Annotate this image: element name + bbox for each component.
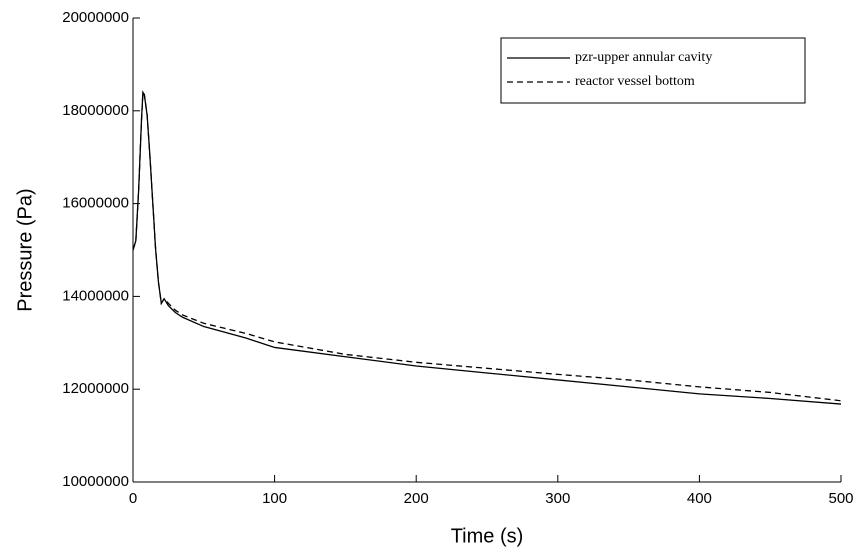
x-tick-label: 400 — [687, 490, 712, 507]
x-tick-label: 300 — [545, 490, 570, 507]
series-line — [132, 90, 842, 405]
legend-label: reactor vessel bottom — [575, 74, 695, 89]
x-tick-label: 500 — [828, 490, 853, 507]
y-tick-label: 16000000 — [62, 195, 129, 212]
y-tick-label: 10000000 — [62, 473, 129, 490]
legend-box — [500, 37, 806, 104]
x-tick-label: 200 — [404, 490, 429, 507]
x-axis-title: Time (s) — [451, 525, 524, 547]
series-line — [132, 90, 842, 402]
x-tick-label: 100 — [262, 490, 287, 507]
legend-label: pzr-upper annular cavity — [575, 50, 712, 65]
y-tick-label: 20000000 — [62, 9, 129, 26]
x-tick-label: 0 — [129, 490, 137, 507]
y-axis-title: Pressure (Pa) — [14, 188, 36, 311]
y-tick-label: 18000000 — [62, 102, 129, 119]
y-tick-label: 12000000 — [62, 380, 129, 397]
y-tick-label: 14000000 — [62, 287, 129, 304]
